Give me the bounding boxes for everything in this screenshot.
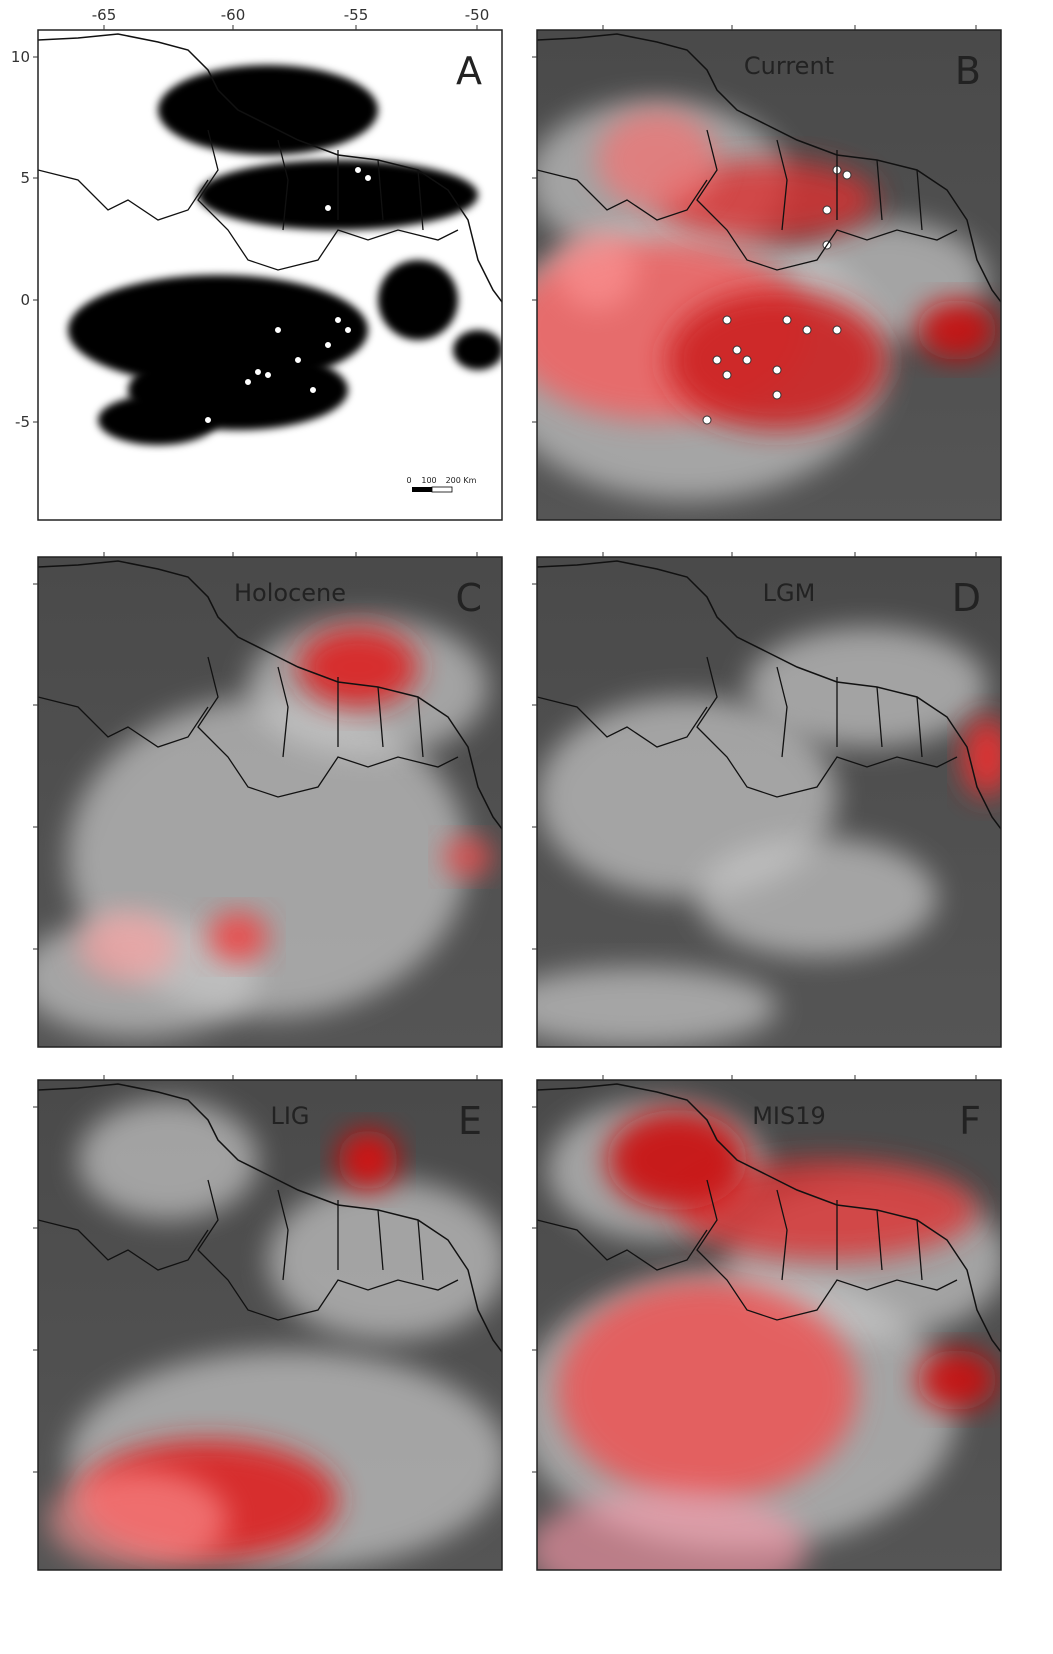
occurrence-point <box>723 316 731 324</box>
occurrence-point <box>783 316 791 324</box>
figure: A B Current C Holocene D LGM E LIG F MIS19 -65 -60 -5… <box>0 0 1053 1654</box>
map-panel: D LGM <box>497 552 1012 1047</box>
scale-bar-black <box>412 487 432 492</box>
elevation-shade <box>78 1100 258 1220</box>
occurrence-point <box>843 171 851 179</box>
occurrence-point <box>245 379 252 386</box>
map-body <box>517 1080 1007 1610</box>
scale-bar-label: 200 Km <box>446 476 477 485</box>
elevation-shade <box>747 627 987 747</box>
map-panel: E LIG <box>33 1075 508 1570</box>
occurrence-point <box>773 391 781 399</box>
suitability-area <box>597 110 717 210</box>
suitability-area <box>527 1490 807 1610</box>
scale-bar-white <box>432 487 452 492</box>
suitability-area <box>557 230 637 310</box>
panel-letter: F <box>959 1099 981 1143</box>
scale-bar-label: 0 <box>406 476 411 485</box>
map-panel: F MIS19 <box>517 1075 1007 1610</box>
suitability-area <box>917 1350 997 1410</box>
occurrence-point <box>743 356 751 364</box>
occurrence-point <box>703 416 711 424</box>
range-area <box>378 260 458 340</box>
range-area <box>453 330 503 370</box>
suitability-area <box>667 290 887 430</box>
panel-letter: D <box>952 576 981 620</box>
scale-bar-label: 100 <box>421 476 436 485</box>
x-tick-label: -60 <box>221 6 246 24</box>
occurrence-point <box>833 326 841 334</box>
y-tick-label: -5 <box>15 413 30 431</box>
occurrence-point <box>205 417 212 424</box>
occurrence-point <box>723 371 731 379</box>
panel-title: LIG <box>270 1102 309 1130</box>
occurrence-point <box>310 387 317 394</box>
map-body <box>487 30 1007 520</box>
occurrence-point <box>335 317 342 324</box>
map-body <box>38 30 508 520</box>
occurrence-point <box>295 357 302 364</box>
map-body <box>497 557 1012 1047</box>
elevation-shade <box>268 1180 508 1340</box>
map-panel: A <box>33 25 508 520</box>
occurrence-point <box>355 167 362 174</box>
x-tick-label: -65 <box>92 6 117 24</box>
map-panel: C Holocene <box>18 552 508 1047</box>
elevation-shade <box>497 967 777 1047</box>
occurrence-point <box>733 346 741 354</box>
occurrence-point <box>713 356 721 364</box>
suitability-area <box>48 1470 228 1570</box>
suitability-area <box>298 627 418 707</box>
panel-letter: B <box>955 49 981 93</box>
map-panel: B Current <box>487 25 1007 520</box>
suitability-area <box>557 1280 857 1500</box>
map-body <box>38 1080 508 1570</box>
occurrence-point <box>265 372 272 379</box>
suitability-area <box>917 300 997 360</box>
suitability-area <box>208 912 268 962</box>
x-tick-label: -55 <box>344 6 369 24</box>
occurrence-point <box>345 327 352 334</box>
occurrence-point <box>275 327 282 334</box>
range-area <box>98 395 218 445</box>
panel-title: LGM <box>763 579 816 607</box>
occurrence-point <box>255 369 262 376</box>
range-area <box>158 65 378 155</box>
y-tick-label: 0 <box>20 291 30 309</box>
panel-title: MIS19 <box>752 1102 826 1130</box>
map-body <box>18 557 508 1047</box>
suitability-area <box>607 1110 747 1210</box>
y-tick-label: 5 <box>20 169 30 187</box>
x-tick-label: -50 <box>465 6 490 24</box>
panel-letter: C <box>455 576 482 620</box>
suitability-area <box>443 837 493 877</box>
suitability-area <box>78 912 178 982</box>
occurrence-point <box>365 175 372 182</box>
occurrence-point <box>803 326 811 334</box>
occurrence-point <box>325 205 332 212</box>
panel-letter: A <box>456 49 482 93</box>
y-tick-label: 10 <box>11 48 30 66</box>
elevation-shade <box>697 837 937 957</box>
panel-title: Current <box>744 52 834 80</box>
occurrence-point <box>325 342 332 349</box>
suitability-area <box>338 1130 398 1190</box>
panel-letter: E <box>458 1099 482 1143</box>
occurrence-point <box>773 366 781 374</box>
panel-title: Holocene <box>234 579 346 607</box>
occurrence-point <box>823 206 831 214</box>
